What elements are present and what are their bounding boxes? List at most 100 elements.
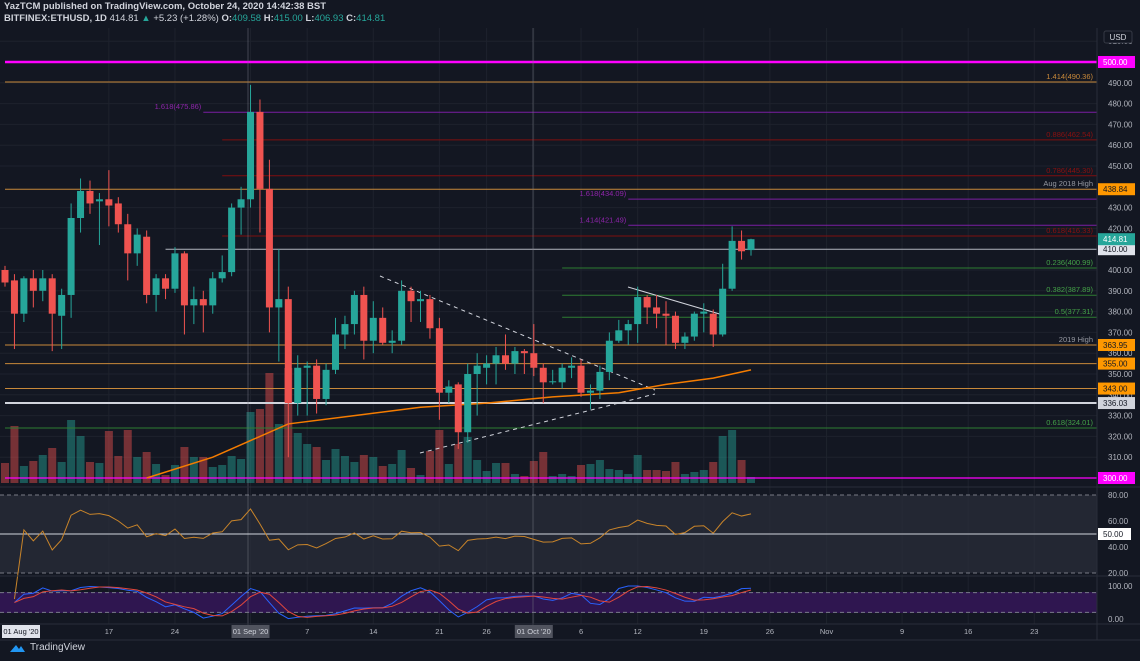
level-price-tag-text: 343.00 bbox=[1103, 385, 1128, 394]
candle-body bbox=[218, 272, 226, 279]
indicator-panels bbox=[0, 494, 1097, 620]
ascending-trendline[interactable] bbox=[419, 393, 656, 454]
volume-bar bbox=[293, 433, 302, 483]
candle-body bbox=[369, 317, 377, 341]
stoch-tick: 0.00 bbox=[1108, 615, 1124, 624]
time-axis[interactable]: 01 Aug '20 17 24 01 Sep '20 7 14 21 26 01 Oct '2… bbox=[2, 625, 1038, 638]
volume-bar bbox=[463, 437, 472, 483]
level-price-tag bbox=[1098, 357, 1135, 370]
candle-body bbox=[445, 386, 453, 393]
candle-body bbox=[681, 336, 689, 343]
date-label: 01 Oct '20 bbox=[517, 627, 551, 636]
level-label: 1.414(421.49) bbox=[580, 215, 627, 224]
level-label: 0.886(462.54) bbox=[1046, 130, 1093, 139]
volume-bar bbox=[605, 469, 614, 483]
volume-bar bbox=[435, 430, 444, 483]
candle-body bbox=[284, 299, 292, 404]
candle-body bbox=[322, 369, 330, 399]
level-price-tag bbox=[1098, 397, 1135, 410]
volume-bar bbox=[208, 467, 217, 483]
rsi-tick: 40.00 bbox=[1108, 543, 1129, 552]
date-label: 23 bbox=[1030, 627, 1038, 636]
symbol-name[interactable]: BITFINEX:ETHUSD, 1D bbox=[4, 13, 107, 24]
candle-body bbox=[379, 317, 387, 343]
date-label: 6 bbox=[579, 627, 583, 636]
volume-bar bbox=[388, 464, 397, 483]
volume-bar bbox=[378, 466, 387, 483]
volume-bar bbox=[359, 455, 368, 483]
level-price-tag bbox=[1098, 183, 1135, 196]
date-label-box bbox=[231, 625, 270, 638]
date-label: 24 bbox=[171, 627, 179, 636]
level-label: Aug 2018 High bbox=[1043, 179, 1093, 188]
date-label: Nov bbox=[820, 627, 834, 636]
volume-bar bbox=[123, 430, 132, 483]
date-label: 16 bbox=[964, 627, 972, 636]
price-tick: 480.00 bbox=[1108, 100, 1133, 109]
price-axis[interactable]: 510.00490.00480.00470.00460.00450.00430.… bbox=[1098, 37, 1135, 624]
candle-body bbox=[237, 199, 245, 208]
price-tick: 330.00 bbox=[1108, 412, 1133, 421]
level-price-tag-text: 363.95 bbox=[1103, 341, 1128, 350]
price-tick: 400.00 bbox=[1108, 266, 1133, 275]
candle-body bbox=[690, 313, 698, 337]
currency-button[interactable] bbox=[1103, 30, 1133, 44]
volume-bar bbox=[586, 464, 595, 483]
volume-bar bbox=[57, 462, 66, 483]
volume-bar bbox=[189, 457, 198, 483]
date-label: 17 bbox=[105, 627, 113, 636]
candle-body bbox=[709, 313, 717, 335]
volume-bar bbox=[218, 465, 227, 483]
date-label: 26 bbox=[482, 627, 490, 636]
volume-bar bbox=[407, 468, 416, 483]
volume-bar bbox=[85, 462, 94, 483]
publish-info: YazTCM published on TradingView.com, Oct… bbox=[4, 1, 327, 12]
date-label: 01 Aug '20 bbox=[3, 627, 38, 636]
candle-body bbox=[332, 334, 340, 370]
volume-bar bbox=[340, 456, 349, 483]
volume-bar bbox=[737, 460, 746, 483]
candle-body bbox=[398, 290, 406, 341]
date-label: 14 bbox=[369, 627, 377, 636]
volume-bar bbox=[492, 463, 501, 483]
candle-body bbox=[58, 294, 66, 316]
volume-bar bbox=[501, 463, 510, 483]
candle-body bbox=[520, 351, 528, 354]
flag-trendline[interactable] bbox=[627, 286, 724, 316]
level-price-tag-text: 300.00 bbox=[1103, 474, 1128, 483]
volume-bar bbox=[180, 447, 189, 483]
open-value: 409.58 bbox=[232, 13, 262, 24]
level-label: 1.618(434.09) bbox=[580, 189, 627, 198]
volume-bar bbox=[246, 412, 255, 483]
volume-bar bbox=[255, 409, 264, 483]
volume-bar bbox=[567, 476, 576, 483]
candle-body bbox=[1, 270, 9, 283]
candle-body bbox=[473, 365, 481, 374]
date-label: 01 Sep '20 bbox=[233, 627, 269, 636]
price-tick: 430.00 bbox=[1108, 204, 1133, 213]
tradingview-logo[interactable]: TradingView bbox=[8, 642, 85, 653]
candle-body bbox=[662, 313, 670, 316]
candle-body bbox=[549, 381, 557, 383]
volume-bar bbox=[322, 460, 331, 483]
rsi-tick: 60.00 bbox=[1108, 517, 1129, 526]
volume-bar bbox=[1, 463, 9, 483]
cloud-logo-icon bbox=[10, 645, 25, 652]
volume-bar bbox=[671, 462, 680, 483]
volume-bar bbox=[595, 460, 604, 483]
rsi-mid-tag-text: 50.00 bbox=[1103, 530, 1124, 539]
volume-bar bbox=[539, 452, 548, 483]
volume-bar bbox=[473, 460, 482, 483]
volume-bar bbox=[199, 457, 208, 483]
price-tick: 370.00 bbox=[1108, 328, 1133, 337]
candle-body bbox=[539, 367, 547, 383]
volume-bar bbox=[38, 455, 47, 483]
horizontal-levels[interactable]: 1.414(490.36) 1.618(475.86) 0.886(462.54) 0… bbox=[5, 60, 1097, 479]
volume-bar bbox=[227, 456, 236, 483]
price-tick: 380.00 bbox=[1108, 308, 1133, 317]
candle-body bbox=[247, 111, 255, 200]
descending-trendline[interactable] bbox=[379, 275, 656, 391]
candlesticks bbox=[1, 84, 755, 458]
date-label: 26 bbox=[766, 627, 774, 636]
